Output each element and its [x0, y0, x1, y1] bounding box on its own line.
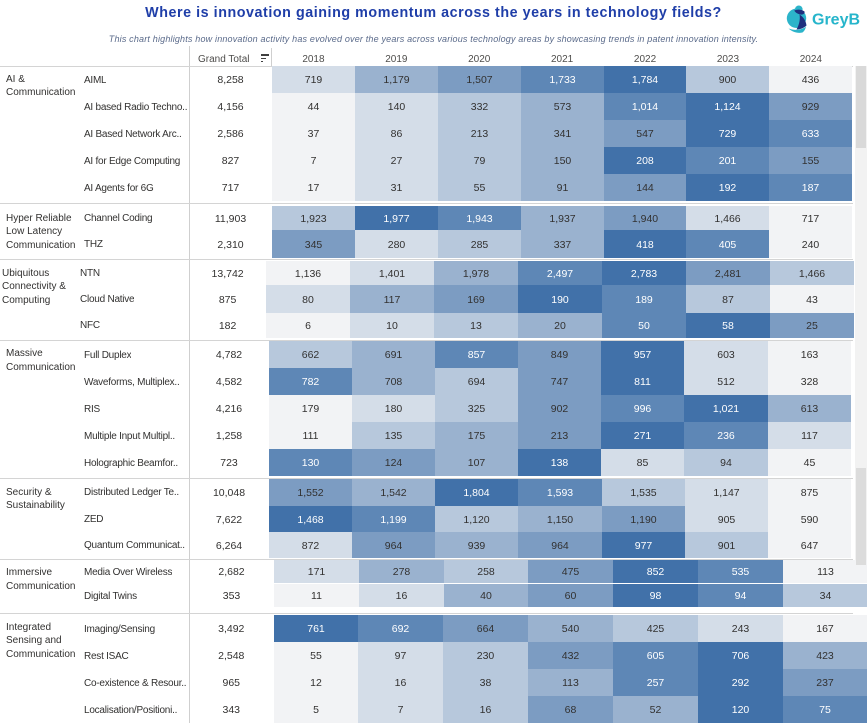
svg-text:GreyB: GreyB: [812, 12, 860, 29]
